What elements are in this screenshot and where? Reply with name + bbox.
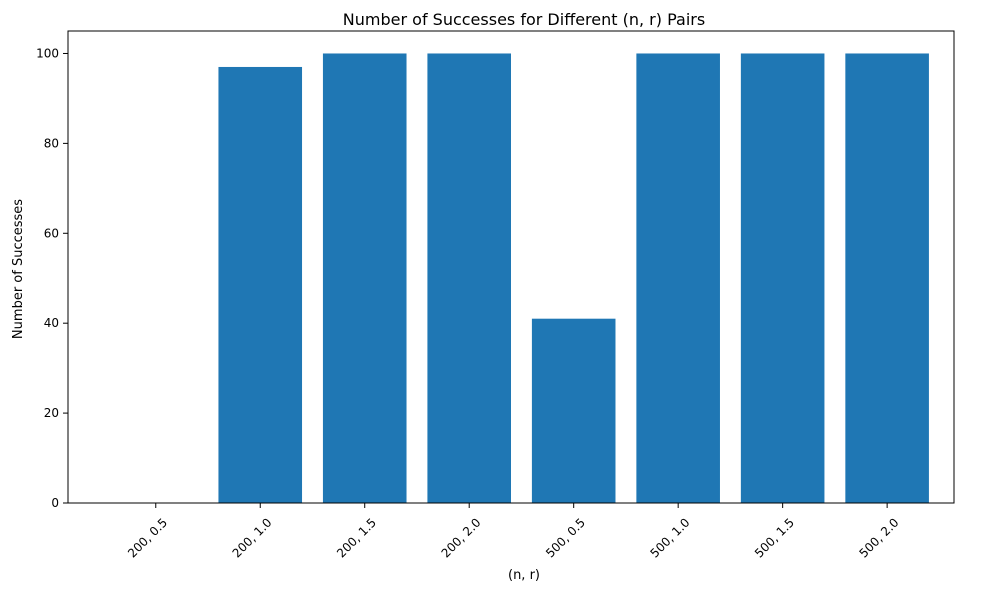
y-tick-label: 60 — [44, 226, 59, 240]
bars-group — [218, 53, 929, 503]
x-axis-label: (n, r) — [508, 568, 540, 583]
y-tick-label: 0 — [51, 496, 59, 510]
bar — [740, 53, 825, 503]
bar — [322, 53, 407, 503]
bar — [218, 66, 303, 503]
bar — [427, 53, 511, 503]
y-tick-label: 20 — [44, 406, 59, 420]
y-axis-ticks: 0 20 40 60 80 100 — [36, 46, 68, 510]
plot-area-frame — [67, 30, 955, 504]
y-tick-label: 100 — [36, 46, 59, 60]
bar — [531, 318, 616, 503]
bar — [636, 53, 720, 503]
y-axis-label: Number of Successes — [11, 199, 26, 339]
chart-title: Number of Successes for Different (n, r)… — [343, 10, 705, 29]
y-tick-label: 40 — [44, 316, 59, 330]
y-tick-label: 80 — [44, 136, 59, 150]
bar — [845, 53, 929, 503]
